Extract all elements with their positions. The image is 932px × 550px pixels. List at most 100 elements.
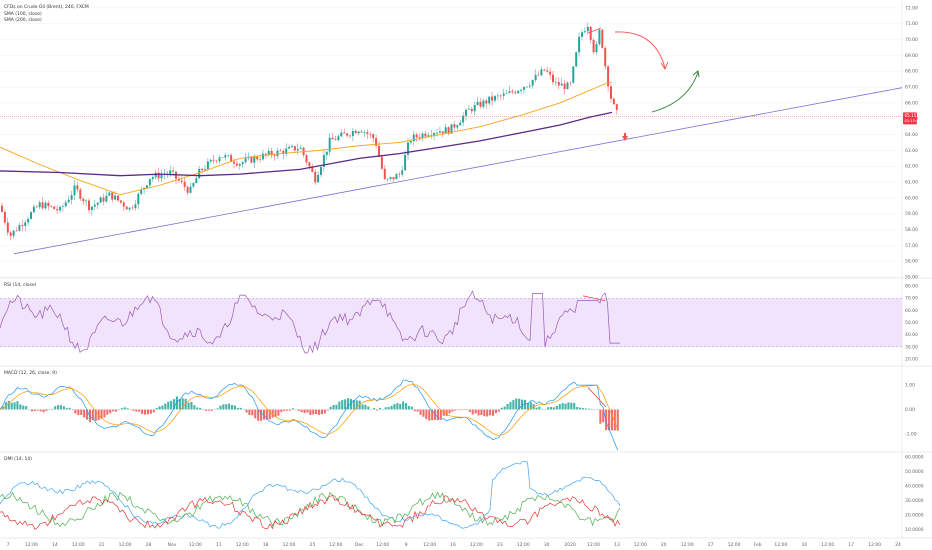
price-pane[interactable]: CFDs on Crude Oil (Brent), 240, FXCM SMA…: [0, 4, 921, 281]
candle-body: [122, 202, 125, 207]
candle-body: [331, 137, 334, 140]
trendline[interactable]: [13, 87, 903, 255]
candle-body: [357, 131, 360, 134]
candle-body: [111, 192, 114, 200]
candle-body: [201, 168, 204, 171]
macd-histogram-bar: [451, 409, 454, 412]
macd-histogram-bar: [315, 409, 318, 415]
candle-body: [447, 127, 450, 134]
macd-histogram-bar: [399, 403, 402, 410]
macd-pane[interactable]: MACD (12, 26, close, 9) 1.00 0.00 -1.00: [0, 370, 917, 451]
candle-body: [186, 186, 189, 193]
candle-body: [485, 100, 488, 104]
rsi-tick-label: 20.00: [905, 356, 918, 362]
macd-histogram-bar: [57, 405, 60, 410]
candle-body: [253, 156, 256, 163]
macd-histogram-bar: [396, 403, 399, 410]
candle-body: [615, 104, 618, 110]
candle-body: [311, 166, 314, 172]
macd-histogram-bar: [439, 409, 442, 419]
macd-histogram-bar: [277, 409, 280, 416]
macd-histogram-bar: [445, 409, 448, 416]
candle-body: [50, 206, 53, 207]
candle-body: [459, 122, 462, 126]
candle-body: [282, 150, 285, 155]
candle-body: [53, 206, 56, 210]
candle-body: [212, 159, 215, 161]
macd-histogram-bar: [303, 409, 306, 414]
dmi-tick-label: 10.0000: [905, 527, 924, 533]
macd-histogram-bar: [480, 409, 483, 416]
time-tick-label: 12:00: [868, 542, 881, 548]
candle-body: [546, 70, 549, 72]
dmi-pane[interactable]: DMI (14, 14) 60.0000 50.0000 40.0000 30.000…: [0, 454, 924, 533]
candle-body: [15, 230, 18, 232]
adx-line: [0, 460, 621, 529]
candle-body: [93, 204, 96, 207]
macd-histogram-bar: [518, 398, 521, 410]
candle-body: [41, 202, 44, 209]
macd-histogram-bar: [16, 401, 19, 410]
time-tick-label: 12:00: [470, 542, 483, 548]
candle-body: [470, 109, 473, 112]
time-tick-label: 13: [614, 542, 620, 548]
time-tick-label: 17: [848, 542, 854, 548]
candle-body: [511, 91, 514, 93]
macd-histogram-bar: [25, 406, 28, 410]
macd-histogram-bar: [489, 409, 492, 416]
candle-body: [117, 195, 119, 201]
macd-tick-label: 0.00: [905, 407, 915, 413]
macd-histogram-bar: [152, 409, 155, 413]
candle-body: [30, 212, 32, 219]
rsi-pane[interactable]: RSI (14, close) 80.00 70.00 60.00 50.00 40.0…: [0, 282, 918, 362]
candle-body: [204, 169, 206, 171]
candle-body: [334, 139, 337, 141]
macd-histogram-bar: [115, 409, 118, 412]
macd-histogram-bar: [416, 409, 419, 412]
candle-body: [525, 86, 528, 88]
candle-body: [430, 135, 433, 136]
time-tick-label: 28: [146, 542, 152, 548]
macd-histogram-bar: [512, 400, 515, 410]
time-axis-ticks: 7 12:00 14 12:00 21 12:00 28 Nov 12:00 11 12:00 18 1…: [7, 542, 901, 548]
macd-histogram-bar: [33, 409, 36, 411]
bullish-arrow-annotation[interactable]: [651, 71, 699, 113]
macd-histogram-bar: [146, 409, 149, 415]
candle-body: [131, 207, 134, 209]
divergence-line[interactable]: [587, 27, 602, 34]
price-tick-label: 67.00: [905, 85, 918, 91]
macd-histogram-bar: [280, 409, 283, 413]
macd-histogram-bar: [175, 396, 178, 410]
candle-body: [230, 155, 233, 162]
candle-body: [244, 158, 247, 163]
candle-body: [88, 200, 90, 210]
candle-body: [528, 85, 531, 87]
rsi-tick-label: 40.00: [905, 332, 918, 338]
macd-histogram-bar: [22, 405, 25, 410]
candle-body: [218, 157, 221, 162]
dmi-minus-line: [0, 494, 621, 530]
time-tick-label: Dec: [355, 542, 364, 548]
macd-histogram-bar: [126, 408, 129, 410]
time-tick-label: 12:00: [236, 542, 249, 548]
legend-sma200: SMA (200, close): [4, 17, 42, 23]
macd-histogram-bar: [245, 409, 248, 413]
time-tick-label: 23: [497, 542, 503, 548]
candle-body: [221, 157, 224, 159]
macd-histogram-bar: [474, 409, 477, 414]
rsi-tick-label: 80.00: [905, 284, 918, 290]
macd-histogram-bar: [468, 409, 471, 412]
dmi-tick-label: 50.0000: [905, 469, 924, 475]
macd-histogram-bar: [254, 409, 257, 419]
macd-histogram-bar: [376, 409, 379, 411]
candle-body: [227, 155, 230, 156]
time-tick-label: Feb: [753, 542, 761, 548]
macd-divergence-line[interactable]: [587, 387, 607, 408]
price-chart-title: CFDs on Crude Oil (Brent), 240, FXCM: [4, 4, 89, 10]
bearish-arrow-annotation[interactable]: [614, 31, 666, 69]
price-tick-label: 69.00: [905, 53, 918, 59]
candle-body: [27, 218, 30, 223]
macd-histogram-bar: [509, 402, 512, 410]
time-tick-label: 25: [310, 542, 316, 548]
